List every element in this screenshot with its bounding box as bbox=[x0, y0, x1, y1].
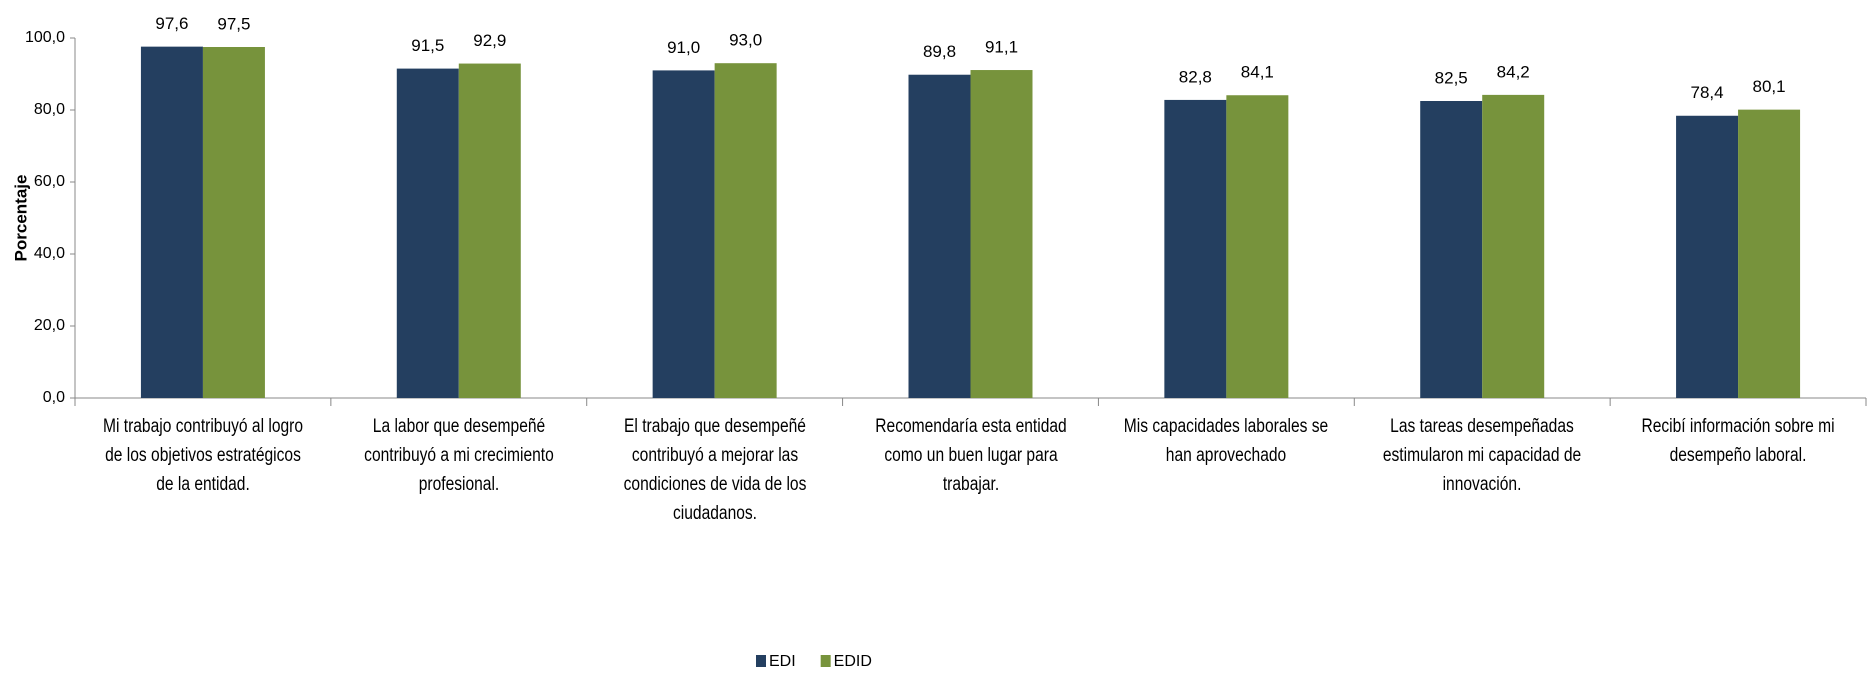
bar bbox=[396, 68, 459, 398]
legend-swatch bbox=[756, 655, 766, 667]
value-label: 82,8 bbox=[1179, 67, 1212, 86]
y-tick-label: 80,0 bbox=[34, 101, 65, 118]
bar bbox=[1164, 99, 1227, 399]
value-label: 92,9 bbox=[473, 31, 506, 50]
value-label: 97,6 bbox=[155, 14, 188, 33]
x-tick-label: Mi trabajo contribuyó al logro de los ob… bbox=[102, 416, 303, 495]
value-label: 80,1 bbox=[1753, 77, 1786, 96]
y-tick-label: 20,0 bbox=[34, 317, 65, 334]
y-tick-label: 0,0 bbox=[43, 389, 65, 406]
value-label: 89,8 bbox=[923, 42, 956, 61]
value-label: 91,1 bbox=[985, 38, 1018, 57]
bar bbox=[1482, 94, 1545, 398]
value-label: 84,2 bbox=[1497, 62, 1530, 81]
y-tick-label: 60,0 bbox=[34, 173, 65, 190]
x-tick-label: Recomendaría esta entidad como un buen l… bbox=[874, 416, 1067, 495]
y-tick-label: 100,0 bbox=[25, 29, 65, 46]
x-tick-label: El trabajo que desempeñé contribuyó a me… bbox=[623, 416, 807, 524]
x-tick-label: Recibí información sobre mi desempeño la… bbox=[1641, 416, 1835, 466]
bar bbox=[970, 70, 1033, 398]
bar bbox=[1226, 95, 1289, 399]
legend-label: EDID bbox=[834, 653, 872, 670]
bar bbox=[908, 74, 971, 398]
value-label: 78,4 bbox=[1691, 83, 1724, 102]
x-tick-label: Las tareas desempeñadas estimularon mi c… bbox=[1383, 416, 1582, 495]
bar bbox=[1738, 109, 1801, 398]
value-label: 84,1 bbox=[1241, 63, 1274, 82]
value-label: 82,5 bbox=[1435, 68, 1468, 87]
value-label: 91,5 bbox=[411, 36, 444, 55]
bar bbox=[652, 70, 715, 399]
bar bbox=[140, 46, 203, 398]
legend-label: EDI bbox=[769, 653, 796, 670]
legend-swatch bbox=[820, 655, 831, 667]
bar bbox=[1420, 101, 1483, 398]
value-label: 97,5 bbox=[217, 14, 250, 33]
bar bbox=[714, 63, 777, 398]
y-tick-label: 40,0 bbox=[34, 245, 65, 262]
value-label: 91,0 bbox=[667, 38, 700, 57]
bar bbox=[1676, 115, 1739, 398]
bar bbox=[202, 47, 265, 398]
value-label: 93,0 bbox=[729, 31, 762, 50]
x-tick-label: La labor que desempeñé contribuyó a mi c… bbox=[363, 416, 554, 495]
bar bbox=[458, 63, 521, 399]
x-tick-label: Mis capacidades laborales se han aprovec… bbox=[1124, 416, 1329, 466]
y-axis-label: Porcentaje bbox=[11, 175, 30, 262]
